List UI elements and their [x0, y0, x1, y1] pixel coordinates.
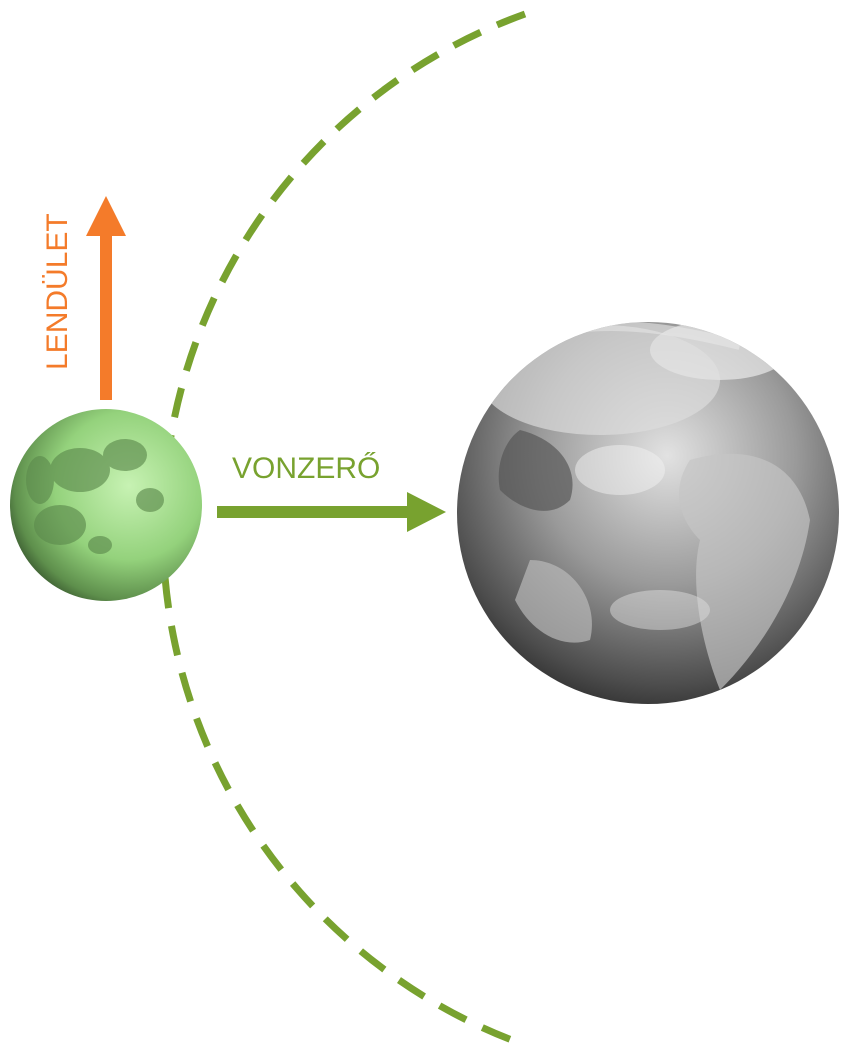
- moon-icon: [10, 409, 202, 601]
- momentum-label: LENDÜLET: [41, 213, 74, 370]
- orbit-path: [159, 10, 527, 1049]
- gravity-label: VONZERŐ: [232, 452, 380, 485]
- gravity-arrow: [217, 492, 446, 532]
- earth-icon: [457, 322, 839, 704]
- momentum-arrow: [86, 196, 126, 400]
